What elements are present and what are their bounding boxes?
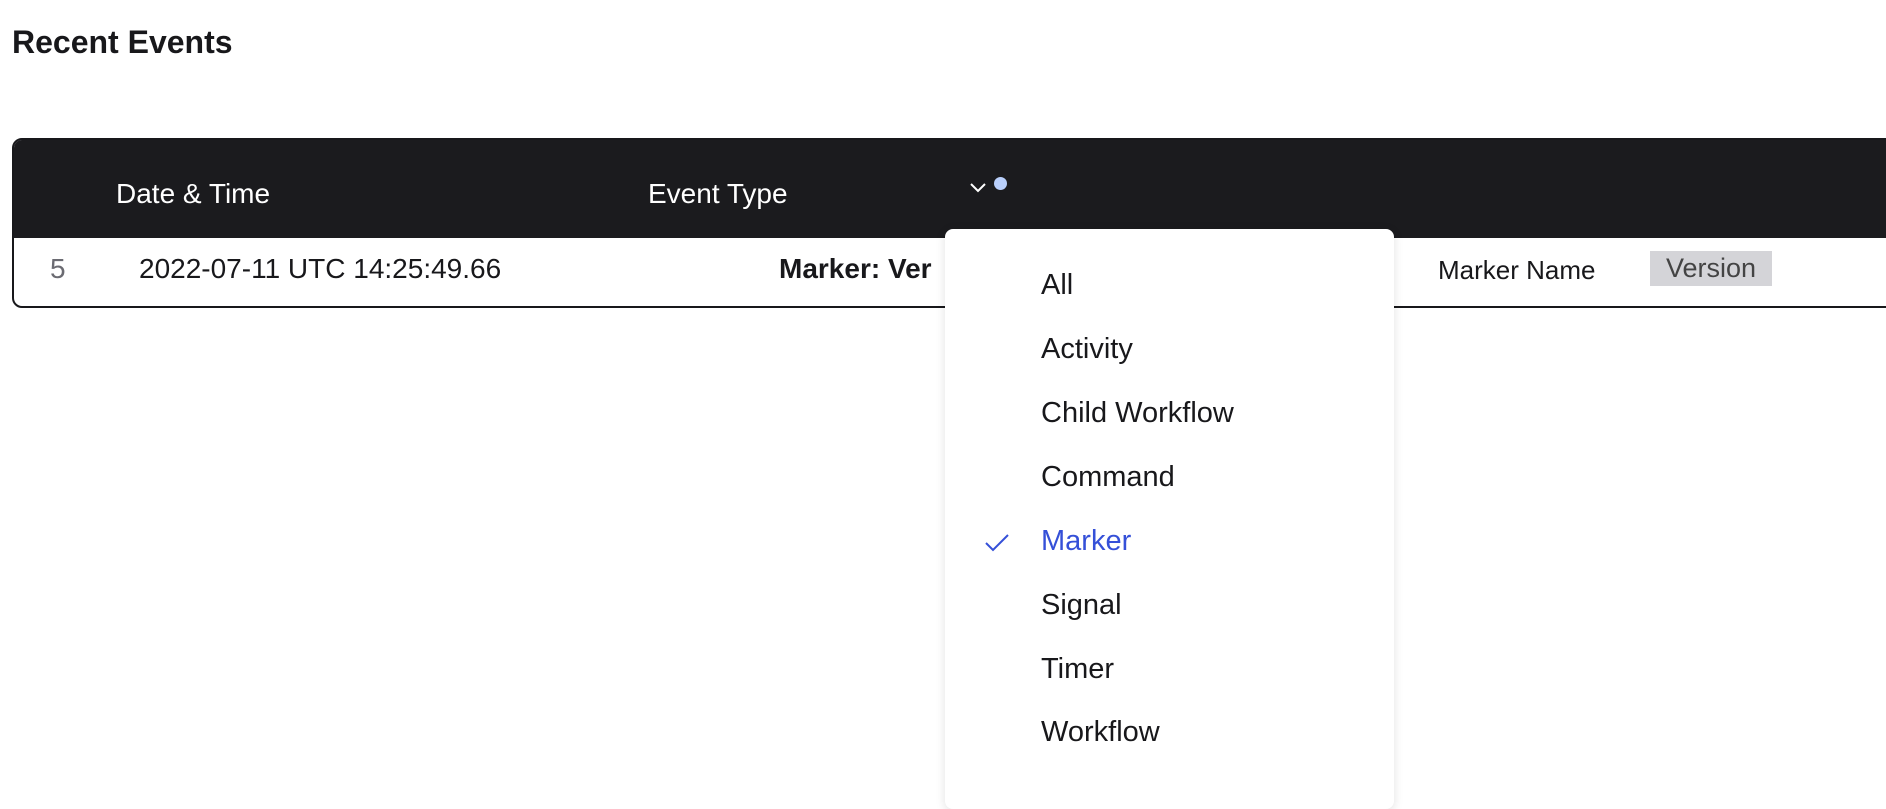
header-event-type[interactable]: Event Type bbox=[648, 178, 788, 209]
page-title: Recent Events bbox=[12, 24, 233, 60]
option-command[interactable]: Command bbox=[1041, 461, 1175, 493]
table-header: Date & Time Event Type bbox=[14, 140, 1886, 238]
detail-label: Marker Name bbox=[1438, 255, 1596, 285]
table-row[interactable]: 5 2022-07-11 UTC 14:25:49.66 Marker: Ver… bbox=[14, 238, 1886, 306]
header-date-time: Date & Time bbox=[116, 178, 271, 209]
check-icon bbox=[985, 534, 1009, 552]
option-activity[interactable]: Activity bbox=[1041, 333, 1133, 365]
option-marker[interactable]: Marker bbox=[1041, 525, 1132, 557]
event-type: Marker: Ver bbox=[779, 253, 932, 284]
event-id: 5 bbox=[50, 253, 66, 284]
event-type-dropdown: All Activity Child Workflow Command Mark… bbox=[945, 229, 1394, 809]
events-table: Date & Time Event Type 5 2022-07-11 UTC … bbox=[12, 138, 1886, 308]
filter-active-indicator bbox=[994, 177, 1007, 190]
option-child-workflow[interactable]: Child Workflow bbox=[1041, 397, 1234, 429]
event-date: 2022-07-11 UTC 14:25:49.66 bbox=[139, 253, 502, 284]
option-all[interactable]: All bbox=[1041, 269, 1074, 301]
chevron-down-icon[interactable] bbox=[967, 176, 989, 198]
option-signal[interactable]: Signal bbox=[1041, 589, 1122, 621]
detail-value-tag: Version bbox=[1650, 251, 1773, 286]
option-timer[interactable]: Timer bbox=[1041, 653, 1115, 685]
option-workflow[interactable]: Workflow bbox=[1041, 716, 1160, 748]
